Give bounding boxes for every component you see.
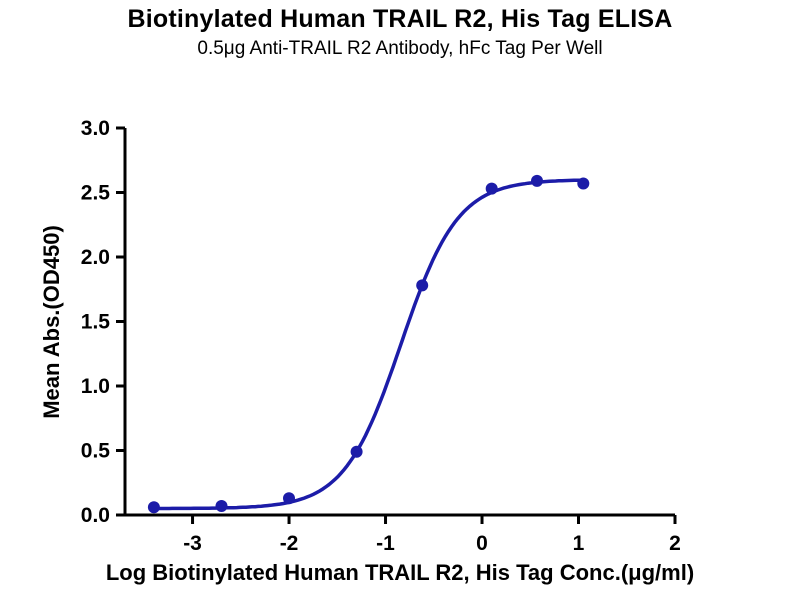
data-point	[283, 492, 295, 505]
y-tick-label: 0.5	[81, 440, 111, 463]
chart-title: Biotinylated Human TRAIL R2, His Tag ELI…	[127, 5, 673, 33]
y-tick-label: 1.0	[81, 375, 110, 398]
fit-curve	[152, 178, 586, 511]
y-tick-label: 2.0	[81, 246, 110, 269]
chart-subtitle: 0.5μg Anti-TRAIL R2 Antibody, hFc Tag Pe…	[197, 38, 603, 59]
y-tick-label: 2.5	[81, 182, 111, 205]
y-tick-label: 1.5	[81, 311, 111, 334]
data-point	[416, 279, 429, 292]
data-point	[485, 182, 498, 195]
x-tick-label: -2	[280, 532, 299, 555]
x-tick-label: 0	[476, 532, 488, 555]
y-tick-label: 3.0	[81, 117, 110, 140]
x-tick-label: -1	[376, 532, 395, 555]
data-point	[531, 174, 543, 187]
y-axis-label: Mean Abs.(OD450)	[39, 225, 64, 419]
data-point	[350, 445, 363, 458]
data-point	[147, 501, 160, 514]
data-point	[215, 500, 228, 512]
data-point	[577, 177, 590, 190]
y-tick-label: 0.0	[81, 504, 110, 527]
x-axis-label: Log Biotinylated Human TRAIL R2, His Tag…	[105, 560, 695, 585]
x-tick-label: 1	[573, 532, 585, 555]
x-tick-label: -3	[183, 532, 202, 555]
x-tick-label: 2	[669, 532, 681, 555]
